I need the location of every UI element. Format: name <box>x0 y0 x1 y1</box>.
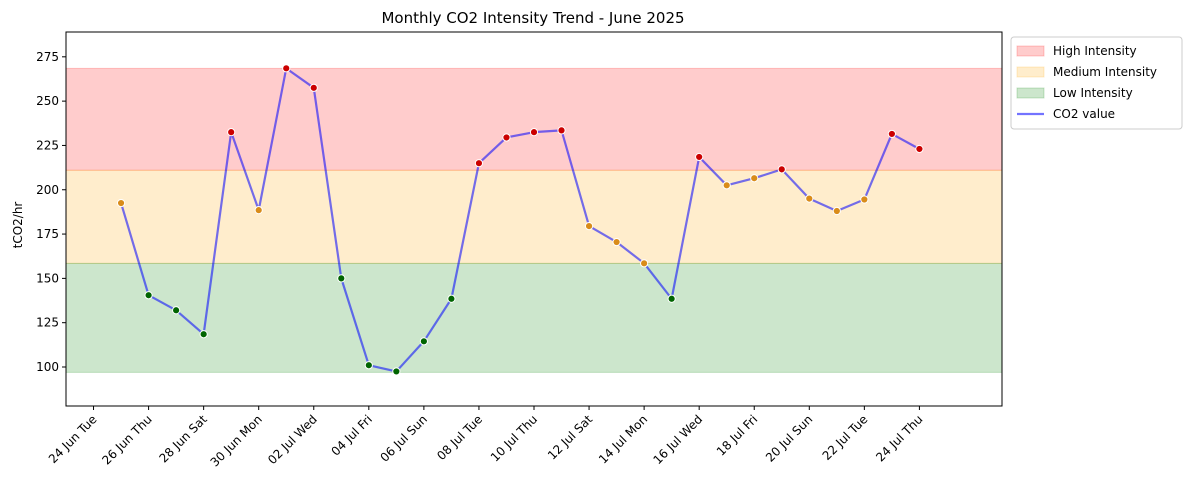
data-point <box>144 291 153 300</box>
y-tick-label: 200 <box>36 183 59 197</box>
x-tick-label: 06 Jul Sun <box>378 412 430 464</box>
data-point <box>172 306 181 315</box>
band-0 <box>66 68 1002 171</box>
data-point <box>392 367 401 376</box>
data-point <box>474 159 484 168</box>
x-tick-label: 10 Jul Thu <box>488 412 540 464</box>
x-tick-label: 08 Jul Tue <box>434 412 485 463</box>
y-tick-label: 225 <box>36 138 59 152</box>
y-tick-label: 250 <box>36 94 59 108</box>
series-line-0 <box>120 67 920 373</box>
x-tick-label: 24 Jun Tue <box>46 412 100 466</box>
legend-label-1: Medium Intensity <box>1053 65 1157 79</box>
data-point <box>805 194 814 203</box>
y-tick-label: 275 <box>36 50 59 64</box>
data-point <box>227 128 236 137</box>
data-point <box>529 128 539 137</box>
data-point <box>612 237 621 247</box>
data-point <box>254 206 263 215</box>
x-tick-label: 02 Jul Wed <box>265 412 320 467</box>
legend-label-0: High Intensity <box>1053 44 1137 58</box>
intensity-bands <box>66 67 1002 373</box>
data-point <box>309 83 318 92</box>
data-point <box>337 274 346 283</box>
data-point <box>282 64 291 73</box>
x-tick-label: 04 Jul Fri <box>328 412 374 458</box>
data-point <box>915 144 924 154</box>
legend-swatch-1 <box>1016 66 1045 78</box>
legend: High Intensity Medium Intensity Low Intens… <box>1010 36 1183 130</box>
x-tick-label: 22 Jul Tue <box>820 412 871 463</box>
chart-title: Monthly CO2 Intensity Trend - June 2025 <box>381 9 684 27</box>
data-point <box>887 129 896 139</box>
x-tick-label: 28 Jun Sat <box>157 412 210 465</box>
y-axis: 100 125 150 175 200 225 250 275 <box>36 50 66 374</box>
data-point <box>640 259 649 268</box>
x-tick-label: 20 Jul Sun <box>763 412 815 464</box>
x-tick-label: 16 Jul Wed <box>650 412 705 467</box>
series-layer <box>116 64 924 376</box>
band-2 <box>66 263 1002 373</box>
y-axis-label: tCO2/hr <box>11 202 25 249</box>
legend-box <box>1010 36 1183 130</box>
data-point <box>777 165 786 174</box>
y-tick-label: 175 <box>36 227 59 241</box>
data-point <box>419 337 428 346</box>
y-tick-label: 150 <box>36 271 59 285</box>
data-point <box>199 330 208 339</box>
x-tick-label: 30 Jun Mon <box>208 412 265 469</box>
legend-swatch-2 <box>1016 87 1045 99</box>
legend-swatch-0 <box>1016 45 1045 57</box>
data-point <box>860 195 869 204</box>
data-point <box>447 294 456 303</box>
y-tick-label: 100 <box>36 360 59 374</box>
legend-label-2: Low Intensity <box>1053 86 1133 100</box>
band-1 <box>66 170 1002 264</box>
x-tick-label: 14 Jul Mon <box>596 412 650 466</box>
legend-label-3: CO2 value <box>1053 107 1115 121</box>
data-point <box>364 361 373 370</box>
data-point <box>584 221 594 231</box>
data-point <box>116 198 126 208</box>
y-tick-label: 125 <box>36 316 59 330</box>
x-tick-label: 18 Jul Fri <box>714 412 760 458</box>
data-point <box>695 152 704 162</box>
data-point <box>750 174 759 183</box>
x-tick-label: 12 Jul Sat <box>545 412 595 462</box>
data-point <box>557 126 566 135</box>
data-point <box>502 133 511 142</box>
data-point <box>722 181 731 190</box>
data-point <box>832 206 841 216</box>
x-tick-label: 26 Jun Thu <box>99 412 154 467</box>
x-tick-label: 24 Jul Thu <box>873 412 925 464</box>
data-point <box>667 294 676 303</box>
